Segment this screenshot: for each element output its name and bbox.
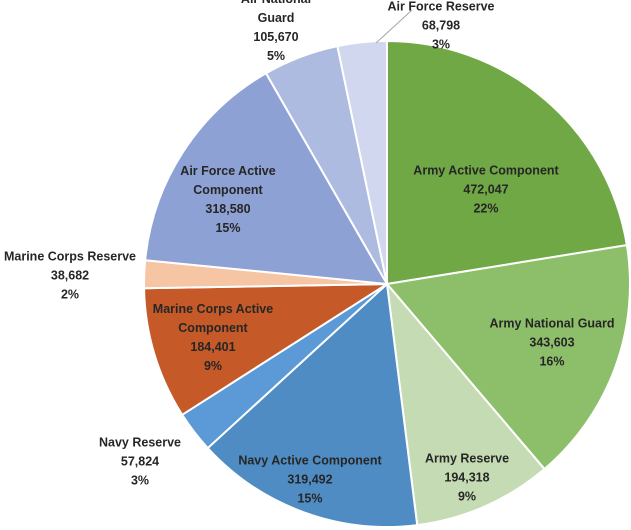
slice-value: 318,580 [205, 202, 251, 216]
slice-name: Air Force Reserve [387, 0, 495, 14]
slices [143, 39, 631, 528]
slice-value: 68,798 [421, 18, 461, 33]
slice-label: Army Active Component 472,047 22% [411, 162, 561, 219]
slice-label: Navy Reserve 57,824 3% [85, 434, 195, 491]
slice-percent: 5% [266, 49, 286, 63]
slice-percent: 3% [130, 473, 150, 488]
slice-label: Navy Active Component 319,492 15% [225, 452, 395, 509]
pie-slice [143, 282, 391, 417]
slice-name: Army Reserve [424, 451, 510, 466]
slice-percent: 15% [215, 221, 241, 235]
slice-percent: 9% [203, 359, 223, 373]
slice-label: Army National Guard 343,603 16% [477, 315, 627, 372]
slice-label: Air Force Reserve 68,798 3% [386, 0, 496, 55]
slice-value: 184,401 [190, 340, 236, 354]
slice-value: 319,492 [287, 472, 333, 487]
slice-name: Air National Guard [241, 0, 311, 25]
slice-name: Marine Corps Active Component [152, 302, 274, 335]
slice-percent: 16% [539, 354, 565, 369]
slice-label: Air Force Active Component 318,580 15% [163, 162, 293, 238]
slice-name: Air Force Active Component [180, 164, 276, 197]
leader-line [375, 9, 413, 44]
pie-slice [144, 71, 389, 286]
slice-label: Army Reserve 194,318 9% [407, 450, 527, 507]
slice-value: 472,047 [463, 182, 509, 197]
pie-slice [386, 39, 629, 286]
slice-value: 57,824 [120, 454, 160, 469]
slice-label: Marine Corps Active Component 184,401 9% [143, 300, 283, 376]
pie-slice [336, 39, 388, 285]
slice-percent: 22% [473, 201, 499, 216]
pie-slice [385, 280, 546, 527]
slice-name: Army Active Component [413, 163, 559, 178]
slice-name: Marine Corps Reserve [3, 249, 136, 264]
pie-slice [385, 243, 631, 471]
slice-percent: 3% [431, 37, 451, 52]
slice-percent: 2% [60, 287, 80, 302]
slice-value: 38,682 [50, 268, 90, 283]
slice-label: Air National Guard 105,670 5% [221, 0, 331, 66]
pie-slice [206, 281, 419, 528]
slice-value: 343,603 [529, 335, 575, 350]
slice-name: Navy Active Component [238, 453, 382, 468]
slice-percent: 9% [457, 489, 477, 504]
slice-percent: 15% [297, 491, 323, 506]
slice-value: 194,318 [444, 470, 490, 485]
slice-name: Navy Reserve [98, 435, 181, 450]
slice-name: Army National Guard [489, 316, 615, 331]
slice-value: 105,670 [253, 30, 299, 44]
slice-label: Marine Corps Reserve 38,682 2% [0, 248, 145, 305]
